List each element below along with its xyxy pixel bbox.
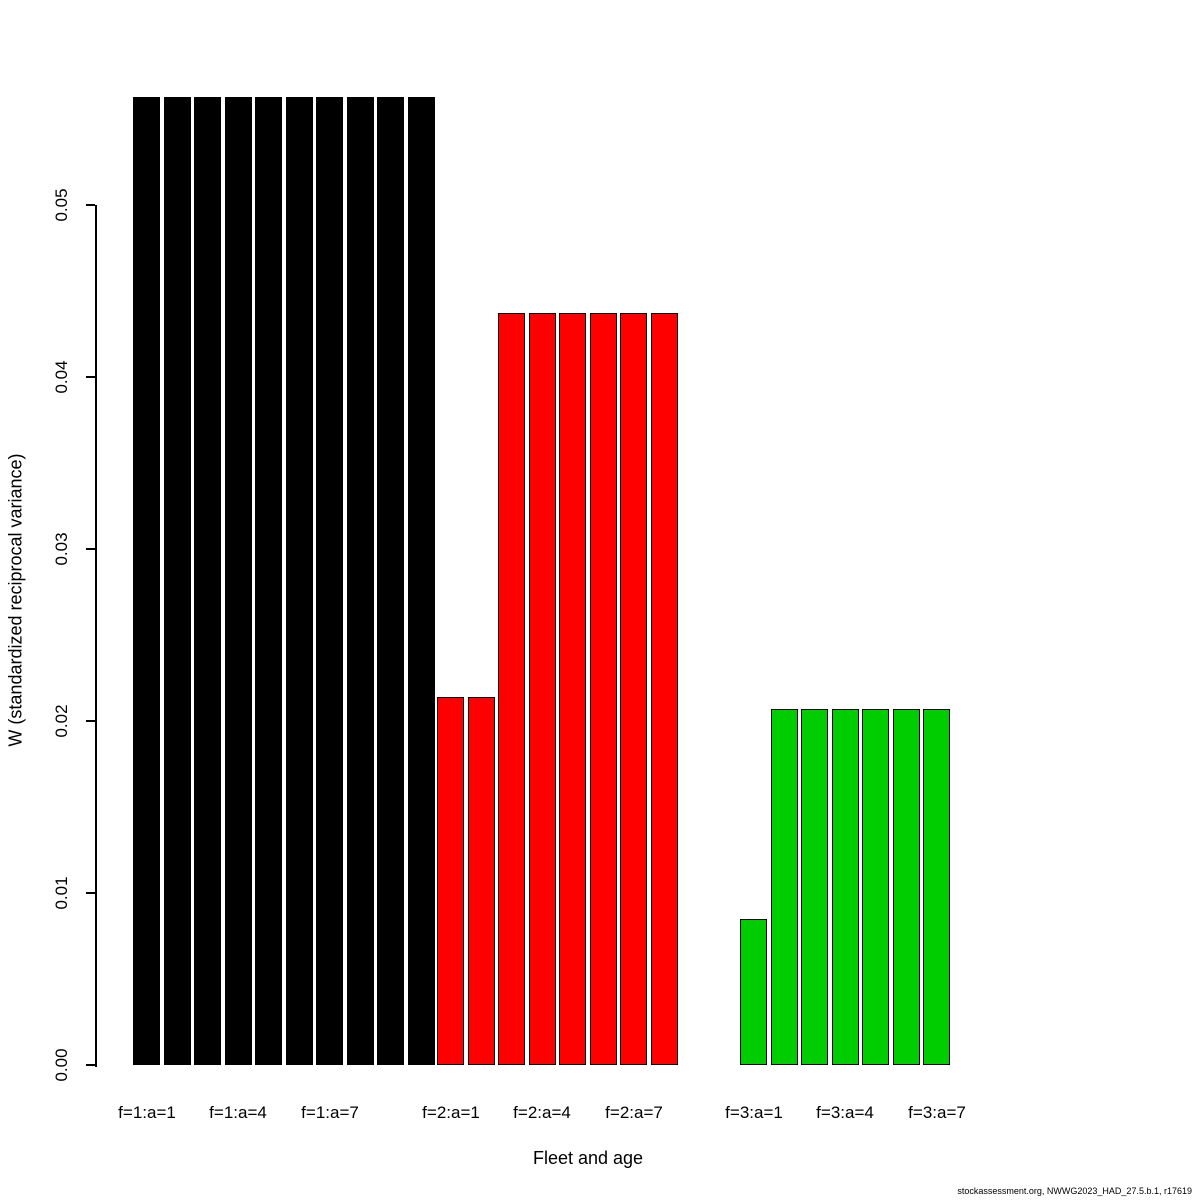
- y-tick-mark: [86, 892, 95, 894]
- bar-fleet-3-a2: [771, 709, 798, 1065]
- y-tick-mark: [86, 548, 95, 550]
- x-tick-label-fleet-1-a1: f=1:a=1: [118, 1103, 176, 1122]
- x-axis-title: Fleet and age: [532, 1148, 644, 1168]
- bar-fleet-3-a4: [832, 709, 859, 1065]
- bar-fleet-1-a5: [255, 97, 282, 1065]
- bar-fleet-3-a6: [893, 709, 920, 1065]
- bar-fleet-2-a1: [437, 697, 464, 1065]
- x-tick-label-fleet-3-a7: f=3:a=7: [908, 1103, 966, 1122]
- x-tick-label-fleet-2-a7: f=2:a=7: [605, 1103, 663, 1122]
- y-tick-mark: [86, 1064, 95, 1066]
- bar-fleet-2-a6: [590, 313, 617, 1065]
- y-tick-mark: [86, 204, 95, 206]
- bar-fleet-1-a8: [347, 97, 374, 1065]
- y-tick-label: 0.00: [52, 1048, 71, 1082]
- x-tick-label-fleet-2-a1: f=2:a=1: [422, 1103, 480, 1122]
- watermark-text: stockassessment.org, NWWG2023_HAD_27.5.b…: [957, 1186, 1192, 1196]
- bar-fleet-2-a5: [559, 313, 586, 1065]
- bar-fleet-2-a3: [498, 313, 525, 1065]
- x-tick-label-fleet-1-a7: f=1:a=7: [301, 1103, 359, 1122]
- y-tick-label: 0.01: [52, 876, 71, 910]
- y-axis-title: W (standardized reciprocal variance): [5, 453, 26, 747]
- bar-fleet-3-a5: [862, 709, 889, 1065]
- y-tick-mark: [86, 376, 95, 378]
- bar-fleet-1-a9: [377, 97, 404, 1065]
- bar-fleet-3-a3: [801, 709, 828, 1065]
- x-tick-label-fleet-2-a4: f=2:a=4: [513, 1103, 571, 1122]
- bar-fleet-1-a2: [164, 97, 191, 1065]
- y-tick-mark: [86, 720, 95, 722]
- bar-fleet-1-a10: [408, 97, 435, 1065]
- x-tick-label-fleet-1-a4: f=1:a=4: [209, 1103, 267, 1122]
- bar-fleet-1-a7: [316, 97, 343, 1065]
- bar-fleet-1-a3: [194, 97, 221, 1065]
- x-tick-label-fleet-3-a4: f=3:a=4: [816, 1103, 874, 1122]
- y-tick-label: 0.03: [52, 532, 71, 566]
- y-tick-label: 0.04: [52, 360, 71, 394]
- bar-fleet-1-a4: [225, 97, 252, 1065]
- bar-fleet-3-a7: [923, 709, 950, 1065]
- y-tick-label: 0.02: [52, 704, 71, 738]
- bar-fleet-3-a1: [740, 919, 767, 1065]
- bar-fleet-2-a2: [468, 697, 495, 1065]
- bar-fleet-1-a1: [133, 97, 160, 1065]
- x-tick-label-fleet-3-a1: f=3:a=1: [725, 1103, 783, 1122]
- bar-fleet-2-a7: [620, 313, 647, 1065]
- bar-fleet-2-a4: [529, 313, 556, 1065]
- y-axis-line: [95, 205, 97, 1067]
- bar-fleet-2-a8: [651, 313, 678, 1065]
- bar-fleet-1-a6: [286, 97, 313, 1065]
- y-tick-label: 0.05: [52, 188, 71, 222]
